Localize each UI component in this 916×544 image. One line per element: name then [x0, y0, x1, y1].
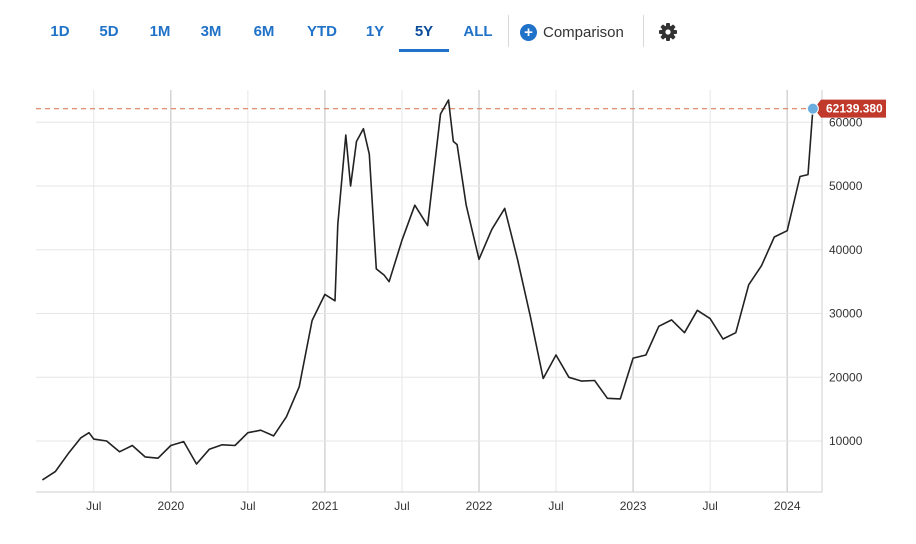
x-tick-label: 2023 [620, 499, 647, 513]
series-line [41, 99, 814, 481]
range-1m-button[interactable]: 1M [149, 23, 171, 40]
range-3m-button[interactable]: 3M [200, 23, 222, 40]
last-price-tag: 62139.380 [814, 99, 886, 118]
range-1y-button[interactable]: 1Y [365, 23, 385, 40]
x-tick-label: 2021 [312, 499, 339, 513]
toolbar: 1D 5D 1M 3M 6M YTD 1Y 5Y ALL + Compariso… [0, 0, 916, 60]
y-tick-label: 20000 [829, 370, 863, 384]
x-tick-label: Jul [86, 499, 101, 513]
axis-ticks: Jul 2020 Jul 2021 Jul 2022 Jul 2023 Jul 2024 10000… [86, 115, 863, 513]
range-ytd-button[interactable]: YTD [307, 23, 337, 40]
toolbar-divider [508, 15, 509, 47]
x-tick-label: 2024 [774, 499, 801, 513]
gear-icon[interactable] [657, 21, 679, 43]
active-range-indicator [399, 49, 449, 52]
plus-icon: + [520, 23, 537, 41]
x-tick-label: 2022 [466, 499, 493, 513]
range-6m-button[interactable]: 6M [253, 23, 275, 40]
range-5y-button[interactable]: 5Y [414, 23, 434, 40]
y-tick-label: 10000 [829, 434, 863, 448]
y-tick-label: 60000 [829, 115, 863, 129]
chart-grid [36, 90, 822, 492]
comparison-button[interactable]: + Comparison [520, 20, 624, 44]
last-price-tag-shape [814, 99, 886, 118]
range-5d-button[interactable]: 5D [99, 23, 119, 40]
comparison-label: Comparison [543, 23, 624, 41]
toolbar-divider [643, 15, 644, 47]
x-tick-label: Jul [394, 499, 409, 513]
range-all-button[interactable]: ALL [463, 23, 493, 40]
y-tick-label: 50000 [829, 179, 863, 193]
x-tick-label: Jul [548, 499, 563, 513]
x-tick-label: Jul [240, 499, 255, 513]
x-tick-label: 2020 [157, 499, 184, 513]
last-price-marker [806, 102, 819, 115]
y-tick-label: 30000 [829, 307, 863, 321]
x-tick-label: Jul [702, 499, 717, 513]
last-price-label: 62139.380 [826, 102, 883, 116]
range-1d-button[interactable]: 1D [50, 23, 70, 40]
y-tick-label: 40000 [829, 243, 863, 257]
